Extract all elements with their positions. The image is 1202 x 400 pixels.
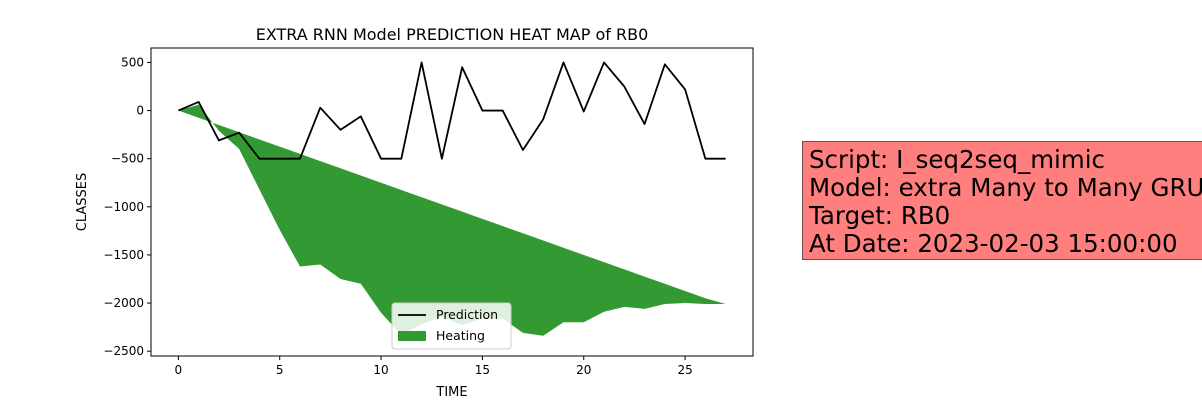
x-tick-label: 20 [576, 363, 591, 377]
x-axis: 0 5 10 15 20 25 [175, 356, 693, 377]
info-script-line: Script: I_seq2seq_mimic [809, 145, 1106, 174]
plot-frame [150, 47, 754, 357]
plot-layer [178, 61, 726, 336]
info-date-line: At Date: 2023-02-03 15:00:00 [809, 229, 1178, 258]
y-tick-label: −2500 [103, 344, 144, 358]
y-axis-label: CLASSES [75, 173, 90, 231]
y-tick-label: −1000 [103, 200, 144, 214]
legend: Prediction Heating [391, 302, 512, 350]
legend-heating-swatch [398, 331, 426, 341]
info-target-line: Target: RB0 [809, 201, 951, 230]
y-tick-label: 500 [121, 55, 144, 69]
x-tick-label: 25 [677, 363, 692, 377]
info-box: Script: I_seq2seq_mimic Model: extra Man… [802, 141, 1202, 260]
legend-prediction-label: Prediction [436, 307, 498, 322]
chart-title: EXTRA RNN Model PREDICTION HEAT MAP of R… [256, 25, 649, 44]
y-tick-label: 0 [136, 104, 144, 118]
x-tick-label: 10 [373, 363, 388, 377]
y-tick-label: −2000 [103, 296, 144, 310]
prediction-line [178, 61, 726, 160]
x-tick-label: 15 [475, 363, 490, 377]
y-tick-label: −500 [111, 152, 144, 166]
x-tick-label: 0 [175, 363, 183, 377]
legend-heating-label: Heating [436, 328, 485, 343]
x-tick-label: 5 [276, 363, 284, 377]
y-tick-label: −1500 [103, 248, 144, 262]
heating-area [178, 104, 726, 336]
x-axis-label: TIME [435, 385, 467, 400]
info-model-line: Model: extra Many to Many GRU [809, 173, 1202, 202]
y-axis: 500 0 −500 −1000 −1500 −2000 −2500 [103, 55, 151, 358]
